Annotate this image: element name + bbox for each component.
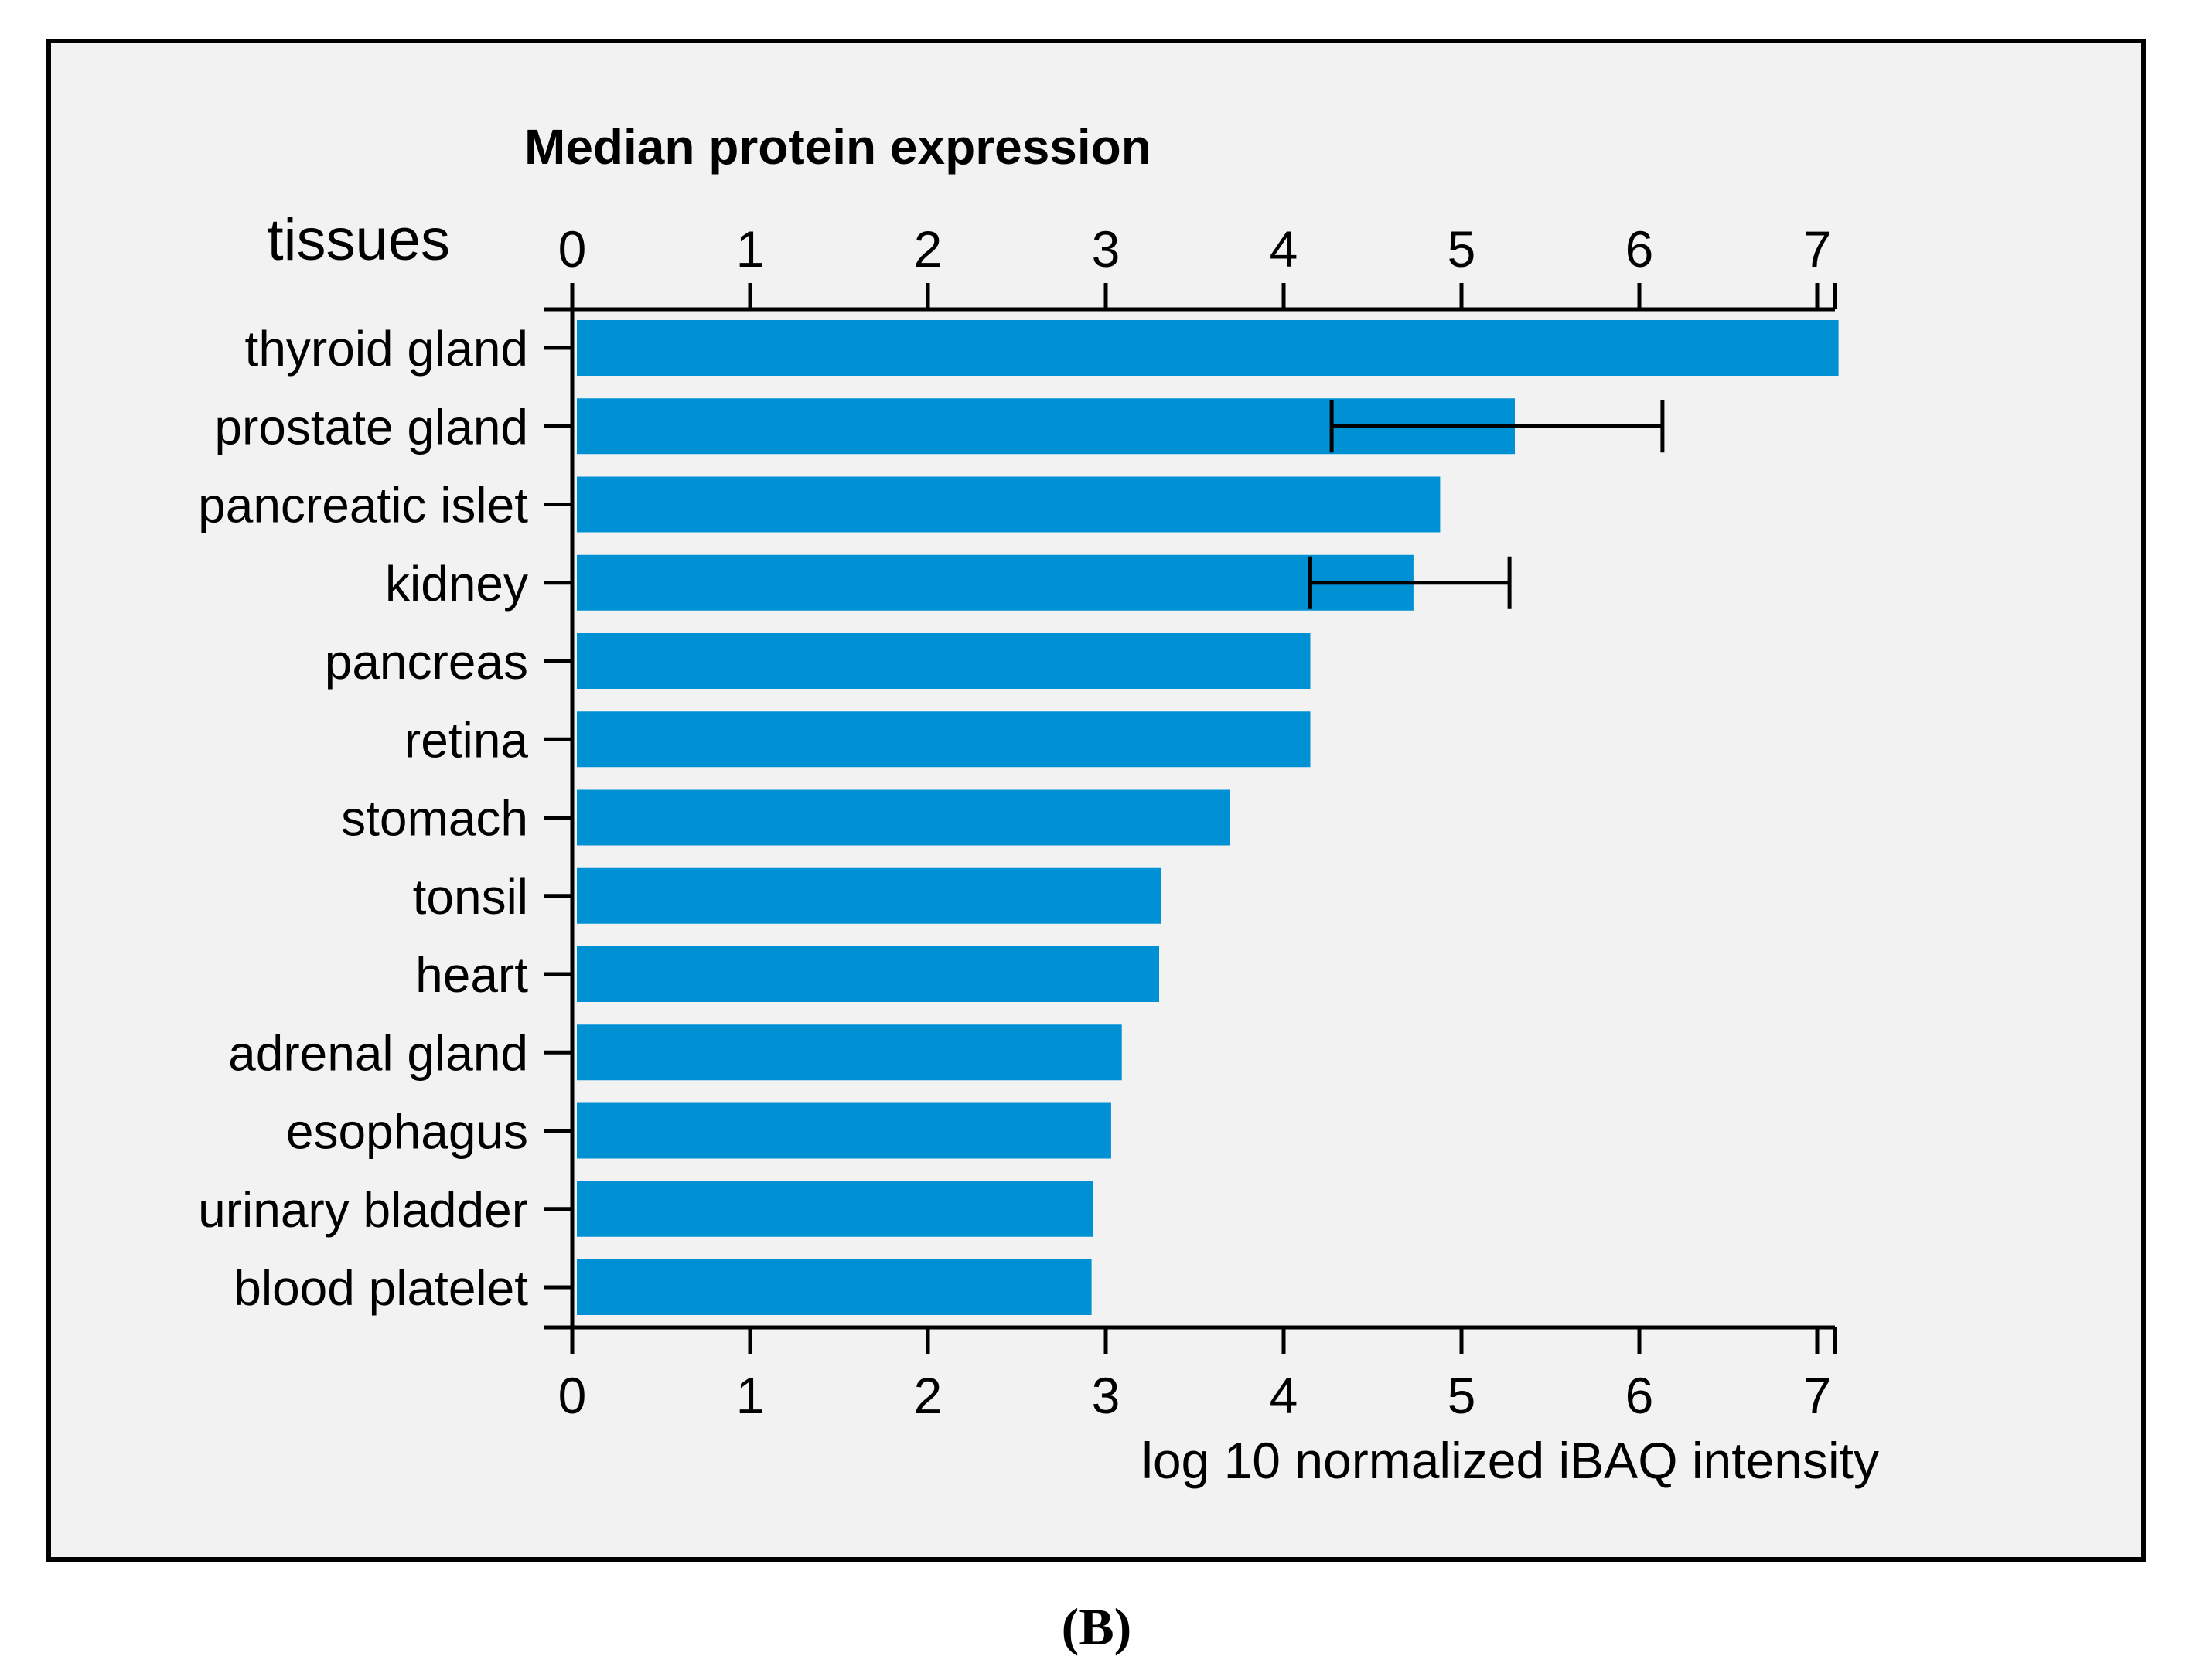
- top-x-tick-label: 3: [1092, 220, 1120, 278]
- bottom-x-tick-label: 4: [1270, 1367, 1298, 1424]
- top-x-tick-label: 1: [736, 220, 765, 278]
- top-x-tick-label: 4: [1270, 220, 1298, 278]
- bottom-x-tick-label: 1: [736, 1367, 765, 1424]
- bar: [577, 1181, 1093, 1237]
- category-label: thyroid gland: [245, 321, 528, 377]
- category-label: urinary bladder: [198, 1182, 528, 1238]
- chart-title: Median protein expression: [524, 119, 1151, 175]
- top-x-tick-label: 2: [914, 220, 943, 278]
- category-label: pancreatic islet: [198, 478, 528, 533]
- axes-group: 0 0 1 1 2 2 3 3 4 4 5 5 6 6 7 7 thyroid gland prostate gl…: [198, 220, 1837, 1424]
- category-label: stomach: [341, 791, 528, 847]
- bar: [577, 789, 1230, 846]
- top-x-tick-label: 5: [1448, 220, 1476, 278]
- bar: [577, 946, 1159, 1002]
- category-label: prostate gland: [214, 399, 528, 455]
- category-label: blood platelet: [234, 1260, 528, 1316]
- category-label: retina: [404, 712, 529, 768]
- bar: [577, 476, 1441, 533]
- bar: [577, 1024, 1122, 1081]
- x-axis-label: log 10 normalized iBAQ intensity: [1141, 1432, 1879, 1489]
- category-label: tonsil: [413, 869, 528, 925]
- bottom-x-tick-label: 7: [1803, 1367, 1832, 1424]
- top-x-tick-label: 6: [1625, 220, 1654, 278]
- top-x-tick-label: 0: [558, 220, 587, 278]
- category-label: esophagus: [286, 1104, 528, 1160]
- top-x-tick-label: 7: [1803, 220, 1832, 278]
- bar: [577, 1102, 1111, 1159]
- bottom-x-tick-label: 3: [1092, 1367, 1120, 1424]
- bottom-x-tick-label: 6: [1625, 1367, 1654, 1424]
- bar: [577, 711, 1311, 768]
- bottom-x-tick-label: 2: [914, 1367, 943, 1424]
- bar: [577, 320, 1839, 376]
- category-axis-label: tissues: [267, 207, 450, 273]
- bar: [577, 633, 1311, 689]
- category-label: kidney: [385, 556, 528, 612]
- category-label: pancreas: [325, 634, 528, 690]
- category-label: adrenal gland: [228, 1025, 528, 1081]
- error-bars-group: [1308, 400, 1665, 609]
- bar: [577, 1259, 1092, 1315]
- panel-label: (B): [1062, 1597, 1132, 1656]
- bottom-x-tick-label: 5: [1448, 1367, 1476, 1424]
- bars-group: [577, 320, 1839, 1315]
- category-label: heart: [415, 947, 528, 1003]
- bottom-x-tick-label: 0: [558, 1367, 587, 1424]
- bar: [577, 867, 1161, 924]
- bar: [577, 554, 1414, 611]
